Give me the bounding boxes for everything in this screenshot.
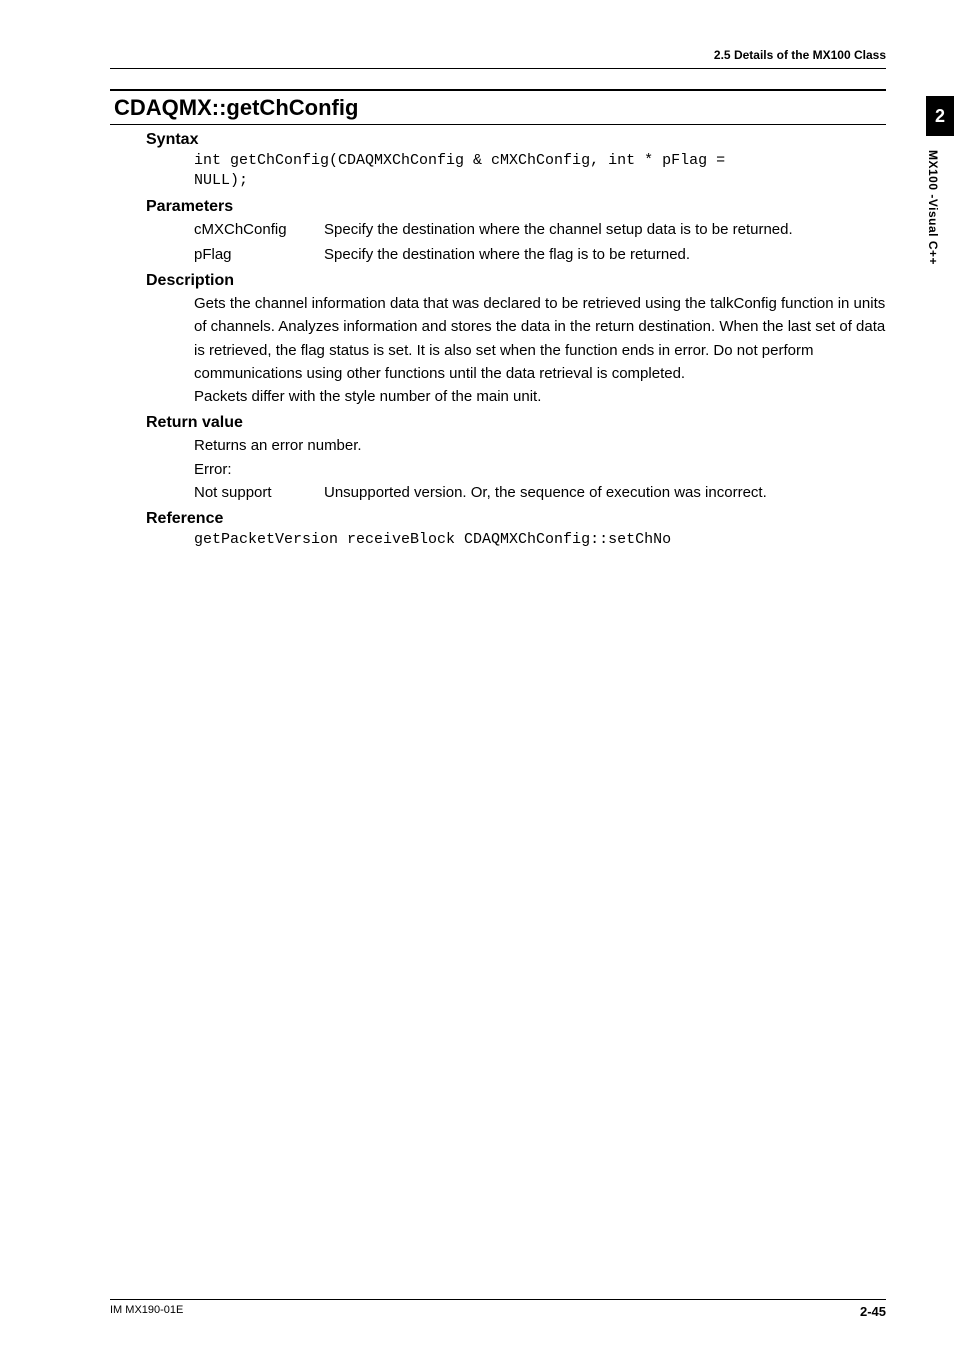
- side-tab: 2 MX100 -Visual C++: [926, 96, 954, 265]
- param-row: pFlag Specify the destination where the …: [194, 243, 886, 266]
- return-row-name: Not support: [194, 481, 324, 504]
- page-footer: IM MX190-01E 2-45: [110, 1299, 886, 1319]
- reference-code: getPacketVersion receiveBlock CDAQMXChCo…: [194, 530, 886, 550]
- reference-label: Reference: [146, 510, 886, 528]
- syntax-label: Syntax: [146, 131, 886, 149]
- return-value-label: Return value: [146, 414, 886, 432]
- top-rule: [110, 68, 886, 69]
- return-row: Not support Unsupported version. Or, the…: [194, 481, 886, 504]
- param-name: pFlag: [194, 243, 324, 266]
- footer-left: IM MX190-01E: [110, 1304, 183, 1319]
- description-text: Gets the channel information data that w…: [194, 292, 886, 385]
- parameters-label: Parameters: [146, 198, 886, 216]
- param-name: cMXChConfig: [194, 218, 324, 241]
- chapter-text-tab: MX100 -Visual C++: [926, 150, 945, 265]
- footer-right: 2-45: [860, 1304, 886, 1319]
- chapter-number-tab: 2: [926, 96, 954, 136]
- syntax-code: int getChConfig(CDAQMXChConfig & cMXChCo…: [194, 151, 886, 192]
- return-row-desc: Unsupported version. Or, the sequence of…: [324, 481, 886, 504]
- description-text-2: Packets differ with the style number of …: [194, 385, 886, 408]
- return-line-2: Error:: [194, 458, 886, 481]
- param-desc: Specify the destination where the flag i…: [324, 243, 886, 266]
- description-label: Description: [146, 272, 886, 290]
- param-desc: Specify the destination where the channe…: [324, 218, 886, 241]
- class-title: CDAQMX::getChConfig: [110, 89, 886, 125]
- running-header: 2.5 Details of the MX100 Class: [110, 48, 886, 62]
- param-row: cMXChConfig Specify the destination wher…: [194, 218, 886, 241]
- return-line-1: Returns an error number.: [194, 434, 886, 457]
